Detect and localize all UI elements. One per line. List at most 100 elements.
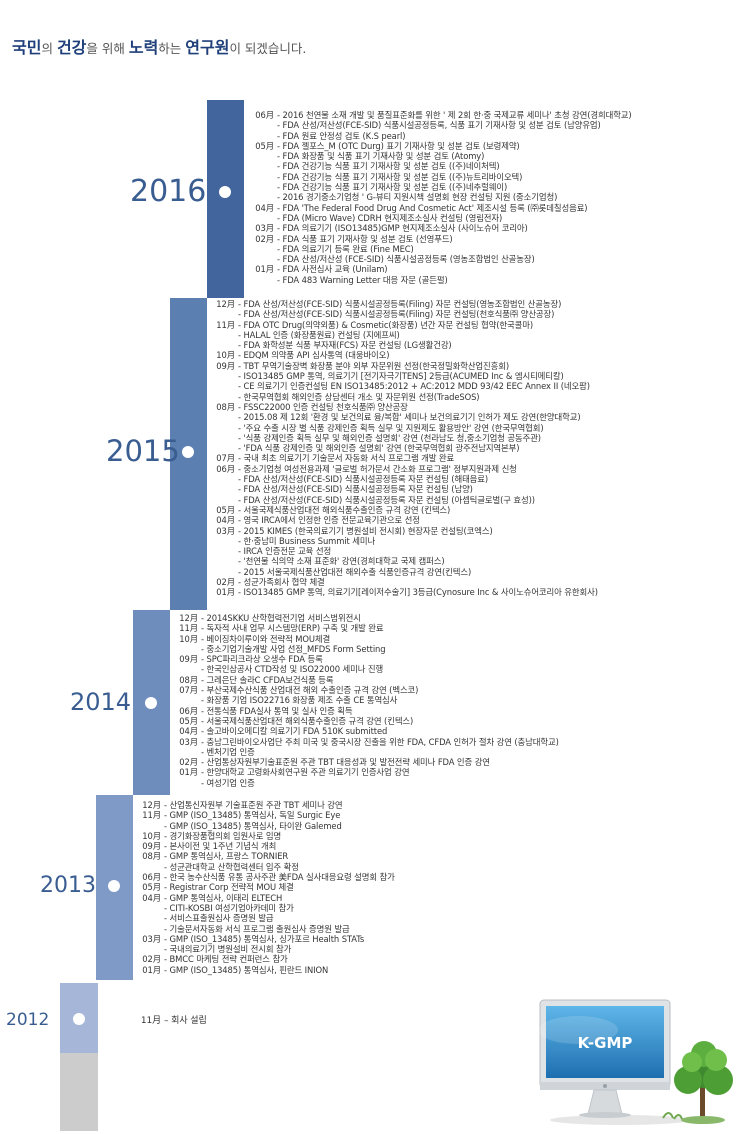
event-row: 02月 - BMCC 마케팅 전략 컨퍼런스 참가 bbox=[133, 954, 395, 964]
event-text: - 'FDA 식품 강제인증 및 해외인증 설명회' 강연 (한국무역협회 광주… bbox=[238, 443, 520, 454]
event-text: - 벤처기업 인증 bbox=[201, 746, 255, 757]
event-row: - '천연물 식의약 소재 표준화' 강연(경희대학교 국제 캠퍼스) bbox=[207, 556, 598, 566]
event-text: - GMP (ISO_13485) 통역심사, 타이완 Galemed bbox=[164, 820, 342, 831]
event-text: - 서울국제식품산업대전 해외식품수출인증 규격 강연 (킨텍스) bbox=[201, 715, 414, 726]
year-label-2013: 2013 bbox=[40, 873, 96, 898]
event-text: - FSSC22000 인증 컨설팅 천호식품㈜ 양산공장 bbox=[238, 401, 408, 412]
event-row: - 중소기업기술개발 사업 선정_MFDS Form Setting bbox=[170, 644, 559, 654]
event-text: - GMP 통역심사, 프랑스 TORNIER bbox=[164, 851, 289, 862]
event-text: - 독자적 사내 업무 시스템망(ERP) 구축 및 개발 완료 bbox=[201, 623, 384, 634]
event-row: 01月 - 한양대학교 고령화사회연구원 주관 의료기기 인증사업 강연 bbox=[170, 767, 559, 777]
event-row: 06月 - 2016 천연물 소재 개발 및 품질표준화를 위한 ' 제 2회 한… bbox=[246, 110, 631, 120]
event-row: - '식품 강제인증 획득 실무 및 해외인증 설명회' 강연 (천라남도 청,… bbox=[207, 433, 598, 443]
event-row: 08月 - 그레은단 솔라C CFDA보건식품 등록 bbox=[170, 675, 559, 685]
event-month: 05月 bbox=[179, 715, 198, 726]
event-text: - HALAL 인증 (화장품원료) 컨설팅 (지에프씨) bbox=[238, 329, 400, 340]
event-month: 01月 bbox=[142, 964, 161, 975]
event-row: - GMP (ISO_13485) 통역심사, 타이완 Galemed bbox=[133, 821, 395, 831]
event-text: - FDA 건강기능 식품 표기 기재사항 및 성분 검토 ((주)네이처텍) bbox=[277, 161, 500, 172]
event-row: - 2015.08 제 12회 '환경 및 보건의료 융/복합' 세미나 보건의… bbox=[207, 412, 598, 422]
event-row: - IRCA 인증전문 교육 선정 bbox=[207, 546, 598, 556]
event-month: 05月 bbox=[216, 504, 235, 515]
event-row: 09月 - 본사이전 및 1주년 기념식 개최 bbox=[133, 841, 395, 851]
event-text: - FDA 원료 안정성 검토 (K.S pearl) bbox=[277, 130, 406, 141]
event-month: 03月 bbox=[216, 525, 235, 536]
event-text: - 한국무역협회 해외인증 상담센터 개소 및 자문위원 선정(TradeSOS… bbox=[238, 391, 480, 402]
event-month: 01月 bbox=[216, 587, 235, 598]
event-text: - IRCA 인증전문 교육 선정 bbox=[238, 546, 332, 557]
event-row: - 2016 경기중소기업청 ' G-뷰티 지원시책 설명회 현장 컨설팅 지원… bbox=[246, 192, 632, 202]
event-text: - FDA 산성/저산성(FCE-SID) 식품시설공정등록(Filing) 자… bbox=[238, 299, 562, 309]
event-row: - 화장품 기업 ISO22716 화장품 제조 수출 CE 통역심사 bbox=[170, 695, 559, 705]
event-text: - 솔고바이오메디칼 의료기기 FDA 510K submitted bbox=[201, 726, 388, 737]
event-row: 10月 - EDQM 의약품 API 심사통역 (대웅바이오) bbox=[207, 350, 598, 360]
event-text: - SPC파리크라상 오생수 FDA 등록 bbox=[201, 654, 323, 665]
event-text: - 한·중남미 Business Summit 세미나 bbox=[238, 535, 376, 546]
event-text: - 성균가족회사 협약 체결 bbox=[238, 577, 325, 588]
event-month: 02月 bbox=[179, 757, 198, 768]
event-text: - 본사이전 및 1주년 기념식 개최 bbox=[164, 841, 277, 852]
event-text: - 한국인삼공사 CTD작성 및 ISO22000 세미나 진행 bbox=[201, 664, 384, 675]
event-month: 10月 bbox=[142, 830, 161, 841]
event-month: 02月 bbox=[142, 954, 161, 965]
event-row: - 서비스표출원심사 증명원 발급 bbox=[133, 913, 395, 923]
events-2015: 12月 - FDA 산성/저산성(FCE-SID) 식품시설공정등록(Filing… bbox=[207, 299, 598, 598]
page-headline: 국민의 건강을 위해 노력하는 연구원이 되겠습니다. bbox=[12, 38, 307, 57]
event-row: - FDA 화장품 및 식품 표기 기재사항 및 성분 검토 (Atomy) bbox=[246, 151, 632, 161]
timeline-dot-2013 bbox=[108, 880, 120, 892]
event-text: - FDA 산성/저산성(FCE-SID) 식품시설공정등록, 식품 표기 기재… bbox=[277, 120, 601, 131]
event-text: - FDA 건강기능 식품 표기 기재사항 및 성분 검토 ((주)네추럴웨이) bbox=[277, 182, 508, 193]
event-month: 04月 bbox=[255, 202, 274, 213]
event-row: 01月 - ISO13485 GMP 통역, 의료기기[레이저수술기] 3등급(C… bbox=[207, 587, 598, 597]
event-text: - 2014SKKU 산학협력전기업 서비스범위전시 bbox=[201, 613, 361, 623]
event-text: - FDA 산성/저산성 (FCE-SID) 식품시설공정등록 (영농조합법인 … bbox=[277, 254, 535, 265]
timeline-dot-2014 bbox=[145, 697, 157, 709]
event-text: - FDA 'The Federal Food Drug And Cosmeti… bbox=[277, 202, 588, 213]
event-text: - 전통식품 FDA실사 통역 및 실사 인증 획득 bbox=[201, 705, 353, 716]
event-text: - 산업통상자원부기술표준원 주관 TBT 대응성과 및 발전전략 세미나 FD… bbox=[201, 757, 490, 768]
event-row: - FDA 의료기기 등록 완료 (Fine MEC) bbox=[246, 244, 632, 254]
event-row: - FDA 건강기능 식품 표기 기재사항 및 성분 검토 ((주)뉴트리바이오… bbox=[246, 172, 632, 182]
event-row: 02月 - FDA 식품 표기 기재사항 및 성분 검토 (선영푸드) bbox=[246, 234, 632, 244]
event-row: - ISO13485 GMP 통역, 의료기기 [전기자극기TENS] 2등급(… bbox=[207, 371, 598, 381]
event-row: 04月 - 솔고바이오메디칼 의료기기 FDA 510K submitted bbox=[170, 726, 559, 736]
event-row: - CE 의료기기 인증컨설팅 EN ISO13485:2012 + AC:20… bbox=[207, 381, 598, 391]
event-month: 08月 bbox=[179, 674, 198, 685]
event-text: - 기술문서자동화 서식 프로그램 출원심사 증명원 발급 bbox=[164, 923, 350, 934]
event-text: - CITI-KOSBI 여성기업아카데미 참가 bbox=[164, 902, 294, 913]
events-2014: 12月 - 2014SKKU 산학협력전기업 서비스범위전시 11月 - 독자적 사내… bbox=[170, 613, 559, 788]
event-text: - '식품 강제인증 획득 실무 및 해외인증 설명회' 강연 (천라남도 청,… bbox=[238, 432, 541, 443]
event-row: - FDA 화학성분 식품 부자재(FCS) 자문 컨설팅 (LG생활건강) bbox=[207, 340, 598, 350]
event-row: - FDA 원료 안정성 검토 (K.S pearl) bbox=[246, 131, 632, 141]
event-month: 04月 bbox=[179, 726, 198, 737]
event-row: - FDA 산성/저산성(FCE-SID) 식품시설공정등록 자문 컨설팅 (아… bbox=[207, 495, 598, 505]
timeline-bar-2016 bbox=[207, 100, 244, 298]
event-month: 11月 bbox=[179, 623, 198, 634]
event-row: - FDA 산성/저산성(FCE-SID) 식품시설공정등록(Filing) 자… bbox=[207, 309, 598, 319]
event-month: 12月 bbox=[142, 800, 161, 810]
event-text: - 여성기업 인증 bbox=[201, 777, 255, 788]
event-text: - FDA 화장품 및 식품 표기 기재사항 및 성분 검토 (Atomy) bbox=[277, 151, 485, 162]
event-text: - FDA 젤포스_M (OTC Durg) 표기 기재사항 및 성분 검토 (… bbox=[277, 140, 520, 151]
event-row: 07月 - 부산국제수산식품 산업대전 해외 수출인증 규격 강연 (벡스코) bbox=[170, 685, 559, 695]
event-text: - '주요 수출 시장 별 식품 강제인증 획득 실무 및 지원제도 활용방안'… bbox=[238, 422, 544, 433]
event-row: - FDA (Micro Wave) CDRH 현지제조소실사 컨설팅 (영림전… bbox=[246, 213, 632, 223]
event-month: 09月 bbox=[216, 360, 235, 371]
event-row: 01月 - GMP (ISO_13485) 통역심사, 핀란드 INION bbox=[133, 965, 395, 975]
event-row: 08月 - FSSC22000 인증 컨설팅 천호식품㈜ 양산공장 bbox=[207, 402, 598, 412]
event-text: - GMP 통역심사, 이태리 ELTECH bbox=[164, 892, 283, 903]
event-row: - FDA 산성/저산성(FCE-SID) 식품시설공정등록, 식품 표기 기재… bbox=[246, 120, 632, 130]
event-month: 07月 bbox=[216, 453, 235, 464]
event-row: - 한국무역협회 해외인증 상담센터 개소 및 자문위원 선정(TradeSOS… bbox=[207, 392, 598, 402]
event-row: - FDA 산성/저산성(FCE-SID) 식품시설공정등록 자문 컨설팅 (해… bbox=[207, 474, 598, 484]
event-text: - 한국 농수산식품 유통 공사주관 美FDA 실사대응요령 설명회 참가 bbox=[164, 872, 395, 883]
event-text: - 산업통신자원부 기술표준원 주관 TBT 세미나 강연 bbox=[164, 800, 343, 810]
event-month: 01月 bbox=[255, 264, 274, 275]
event-row: 10月 - 베이징차이루이와 전략적 MOU체결 bbox=[170, 634, 559, 644]
event-text: - GMP (ISO_13485) 통역심사, 독일 Surgic Eye bbox=[164, 810, 341, 821]
event-row: - HALAL 인증 (화장품원료) 컨설팅 (지에프씨) bbox=[207, 330, 598, 340]
event-row: 02月 - 성균가족회사 협약 체결 bbox=[207, 577, 598, 587]
event-row: 05月 - FDA 젤포스_M (OTC Durg) 표기 기재사항 및 성분 검… bbox=[246, 141, 632, 151]
event-text: - TBT 무역기술장벽 화장품 분야 외부 자문위원 선정(한국정밀화학산업진… bbox=[238, 360, 510, 371]
event-row: - 벤처기업 인증 bbox=[170, 747, 559, 757]
